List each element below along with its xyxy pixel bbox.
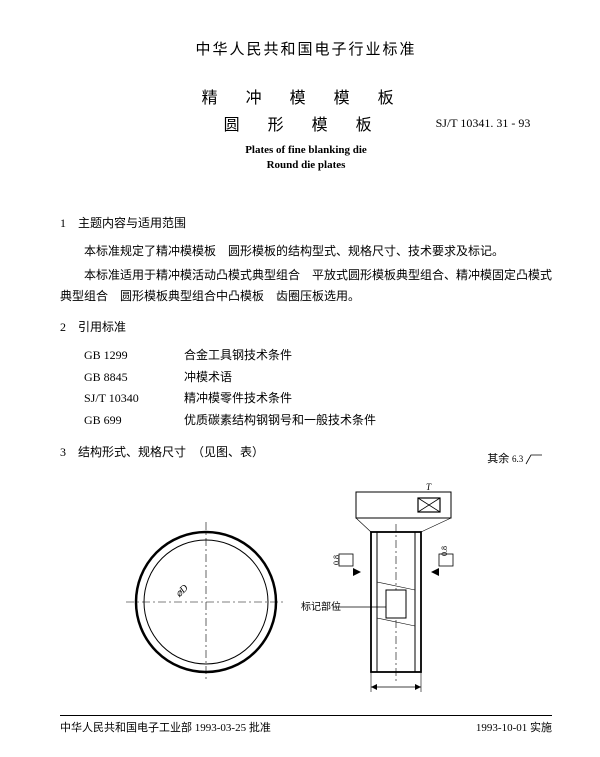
title-en-1: Plates of fine blanking die [245, 144, 367, 156]
ref-row: GB 1299 合金工具钢技术条件 [84, 345, 552, 367]
ref-name: 冲模术语 [184, 367, 232, 389]
s3-num: 3 [60, 445, 66, 459]
svg-text:⌀D: ⌀D [173, 583, 191, 601]
s2-title: 引用标准 [78, 320, 126, 334]
svg-text:标记部位: 标记部位 [301, 600, 341, 613]
rest-val: 6.3 [512, 454, 524, 464]
s3-title: 结构形式、规格尺寸 （见图、表） [78, 445, 264, 459]
s1-p1: 本标准规定了精冲模模板 圆形模板的结构型式、规格尺寸、技术要求及标记。 [60, 241, 552, 261]
title-en-2: Round die plates [267, 159, 346, 171]
title-line2: 圆 形 模 板 [202, 111, 406, 135]
ref-row: GB 8845 冲模术语 [84, 367, 552, 389]
standard-code: SJ/T 10341. 31 - 93 [436, 116, 531, 131]
ref-name: 合金工具钢技术条件 [184, 345, 292, 367]
ref-row: GB 699 优质碳素结构钢钢号和一般技术条件 [84, 410, 552, 432]
surface-note: 其余 6.3 [487, 450, 542, 466]
s1-num: 1 [60, 216, 66, 230]
ref-name: 优质碳素结构钢钢号和一般技术条件 [184, 410, 376, 432]
ref-table: GB 1299 合金工具钢技术条件 GB 8845 冲模术语 SJ/T 10340 精… [84, 345, 552, 431]
svg-text:T: T [426, 482, 432, 492]
ref-code: SJ/T 10340 [84, 388, 164, 410]
ref-code: GB 699 [84, 410, 164, 432]
rest-label: 其余 [487, 453, 509, 465]
footer-left: 中华人民共和国电子工业部 1993-03-25 批准 [60, 719, 271, 735]
footer: 中华人民共和国电子工业部 1993-03-25 批准 1993-10-01 实施 [60, 715, 552, 735]
section-1-head: 1 主题内容与适用范围 [60, 214, 552, 231]
ref-row: SJ/T 10340 精冲模零件技术条件 [84, 388, 552, 410]
section-3-head: 3 结构形式、规格尺寸 （见图、表） [60, 443, 552, 460]
s1-title: 主题内容与适用范围 [78, 216, 186, 230]
s2-num: 2 [60, 320, 66, 334]
title-block: 精 冲 模 模 板 圆 形 模 板 SJ/T 10341. 31 - 93 [60, 87, 552, 135]
figure-svg: ⌀D T 0.8 0.8 [116, 472, 496, 692]
section-2-head: 2 引用标准 [60, 318, 552, 335]
ref-code: GB 8845 [84, 367, 164, 389]
svg-text:0.8: 0.8 [440, 546, 449, 556]
figure: ⌀D T 0.8 0.8 [60, 472, 552, 692]
ref-code: GB 1299 [84, 345, 164, 367]
ref-name: 精冲模零件技术条件 [184, 388, 292, 410]
org-header: 中华人民共和国电子行业标准 [60, 38, 552, 59]
footer-right: 1993-10-01 实施 [476, 719, 552, 735]
s1-p2: 本标准适用于精冲模活动凸模式典型组合 平放式圆形模板典型组合、精冲模固定凸模式典… [60, 265, 552, 306]
title-line1: 精 冲 模 模 板 [202, 87, 406, 111]
title-english: Plates of fine blanking die Round die pl… [60, 143, 552, 174]
svg-text:0.8: 0.8 [332, 555, 341, 565]
